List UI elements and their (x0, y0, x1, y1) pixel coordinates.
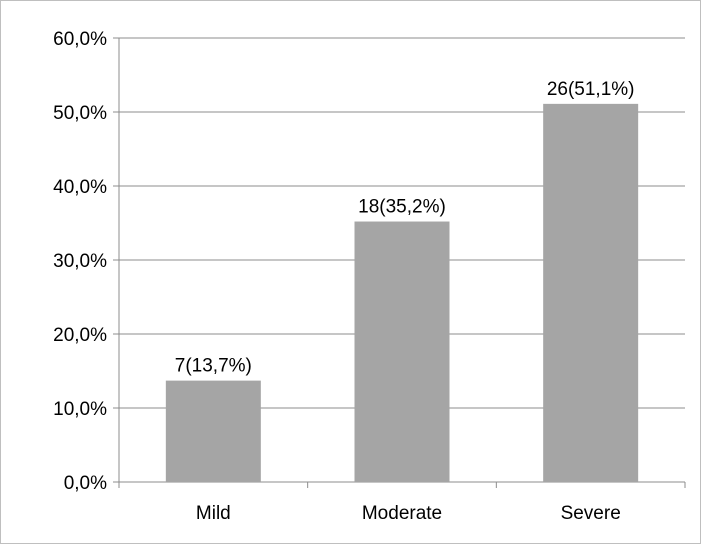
x-category-label: Mild (196, 503, 231, 524)
y-tick-label: 60,0% (53, 29, 107, 50)
y-tick-label: 50,0% (53, 103, 107, 124)
y-tick-label: 10,0% (53, 399, 107, 420)
data-label: 26(51,1%) (547, 79, 635, 100)
x-category-label: Moderate (362, 503, 442, 524)
bar-mild (165, 380, 261, 482)
data-label: 18(35,2%) (358, 197, 446, 218)
data-label: 7(13,7%) (175, 356, 252, 377)
y-tick-label: 0,0% (64, 473, 107, 494)
x-category-label: Severe (561, 503, 621, 524)
y-tick-label: 40,0% (53, 177, 107, 198)
y-tick-label: 30,0% (53, 251, 107, 272)
bar-moderate (354, 221, 450, 482)
y-tick-label: 20,0% (53, 325, 107, 346)
bar-severe (543, 103, 639, 483)
